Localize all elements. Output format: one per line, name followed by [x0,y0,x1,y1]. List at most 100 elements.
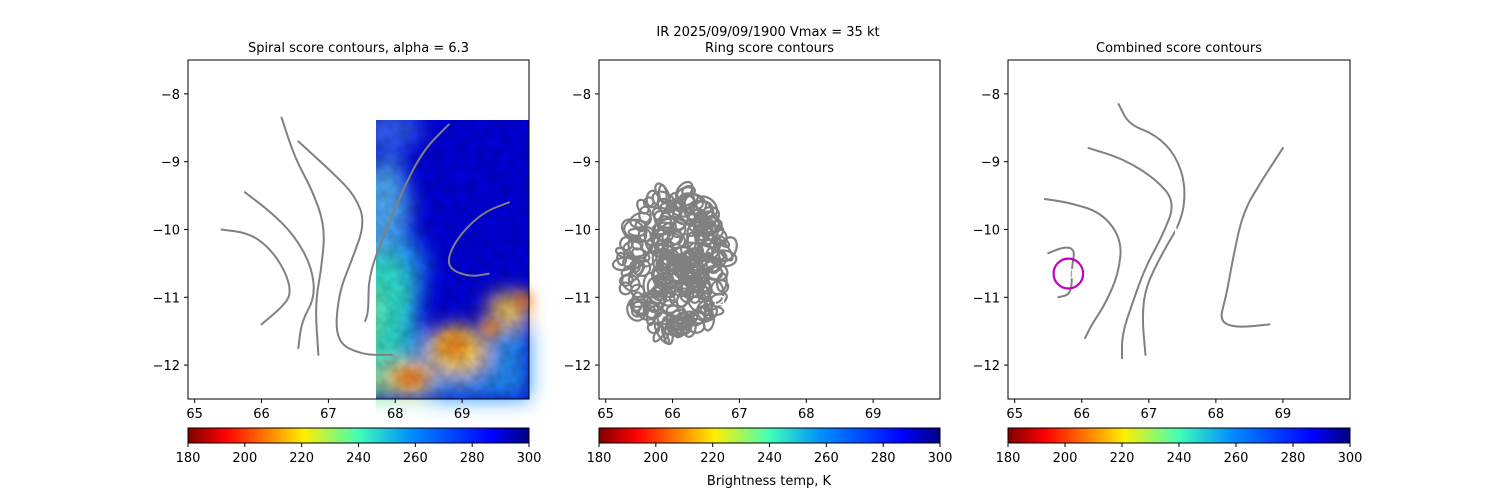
ring-contour [698,250,726,271]
y-tick-label: −9 [572,156,591,171]
ring-contour [656,310,675,330]
ring-contour [629,211,653,229]
colorbar: 180 200 220 240 260 280 300 [176,427,542,466]
y-tick-label: −10 [153,224,180,239]
ring-contour [642,249,659,268]
score-contour [280,116,325,356]
ring-contour [666,244,689,264]
x-tick-label: 67 [731,407,748,422]
ring-contour [645,189,660,209]
colorbar: 180 200 220 240 260 280 300 [996,427,1363,466]
x-tick-label: 67 [320,407,337,422]
y-tick-label: −8 [161,88,180,103]
x-tick-label: 65 [597,407,614,422]
colorbar-tick-label: 180 [176,451,201,466]
ring-contour [645,305,657,327]
y-tick-label: −12 [153,359,180,374]
colorbar-tick-label: 260 [403,451,428,466]
score-contour [243,191,315,350]
x-tick-label: 65 [1006,407,1023,422]
ring-contour [716,272,728,293]
colorbar-tick-label: 200 [1053,451,1078,466]
colorbar-gradient [1007,427,1351,444]
colorbar-tick-label: 220 [700,451,725,466]
brightness-field [188,60,531,399]
score-contour [220,228,291,326]
score-contour [1117,103,1186,356]
ring-contour [678,282,695,304]
colorbar-tick-label: 240 [346,451,371,466]
x-tick-label: 69 [865,407,882,422]
y-tick-label: −12 [973,359,1000,374]
ring-contour [657,184,668,204]
contour-layer [220,116,510,356]
panel-title: Combined score contours [1096,41,1262,56]
ring-contour [711,228,728,247]
colorbar: 180 200 220 240 260 280 300 [587,427,953,466]
ring-contour [630,283,646,299]
ring-contour [661,228,687,250]
axes-frame [598,59,941,400]
x-tick-label: 67 [1141,407,1158,422]
colorbar-tick-label: 200 [232,451,257,466]
contour-layer [1043,103,1284,360]
figure-title: IR 2025/09/09/1900 Vmax = 35 kt [656,25,879,40]
y-tick-label: −9 [161,156,180,171]
y-tick-label: −9 [981,156,1000,171]
panel-2: Ring score contours 65 66 67 68 69 −8 −9 −10 −11 −… [564,41,942,422]
colorbar-tick-label: 280 [1281,451,1306,466]
y-tick-label: −8 [981,88,1000,103]
panel-title: Ring score contours [705,41,834,56]
ring-contour [699,306,714,321]
x-tick-label: 66 [253,407,270,422]
panel-title: Spiral score contours, alpha = 6.3 [248,41,469,56]
center-marker [351,225,360,234]
score-contour [364,123,450,322]
ring-contour [686,312,699,327]
y-tick-label: −11 [153,291,180,306]
best-center-marker [1063,268,1074,279]
ring-contour [691,220,708,233]
x-tick-label: 66 [1073,407,1090,422]
ring-contour [630,298,649,318]
ring-contour [674,199,687,213]
x-tick-label: 68 [798,407,815,422]
ring-contour [708,249,738,268]
ring-contour [643,289,666,312]
y-tick-label: −11 [973,291,1000,306]
colorbar-tick-label: 200 [643,451,668,466]
colorbar-tick-label: 280 [871,451,896,466]
ring-contour [669,206,690,218]
colorbar-tick-label: 220 [1110,451,1135,466]
x-tick-label: 69 [454,407,471,422]
x-tick-label: 68 [1208,407,1225,422]
y-tick-label: −12 [564,359,591,374]
ring-contour [683,193,696,211]
panel-1: Spiral score contours, alpha = 6.3 65 66 67… [153,41,531,422]
colorbar-gradient [598,427,941,444]
ring-contour [659,202,671,215]
colorbar-tick-label: 180 [587,451,612,466]
colorbar-tick-label: 300 [517,451,542,466]
x-tick-label: 68 [387,407,404,422]
y-tick-label: −10 [973,224,1000,239]
brightness-field [599,60,942,399]
score-contour [1047,246,1075,299]
y-tick-label: −11 [564,291,591,306]
colorbar-tick-label: 180 [996,451,1021,466]
ring-contour [700,280,713,296]
colorbar-gradient [187,427,530,444]
score-contour [1220,147,1284,328]
colorbar-tick-label: 300 [1338,451,1363,466]
colorbar-tick-label: 300 [928,451,953,466]
x-tick-label: 66 [664,407,681,422]
ring-contour [648,244,661,256]
ring-contour [702,277,725,305]
best-ring-circle [1052,257,1085,290]
ring-contour [665,316,688,331]
colorbar-tick-label: 260 [814,451,839,466]
y-tick-label: −8 [572,88,591,103]
score-contour [297,140,393,356]
ring-contour [653,282,670,298]
ring-contour [620,265,633,277]
